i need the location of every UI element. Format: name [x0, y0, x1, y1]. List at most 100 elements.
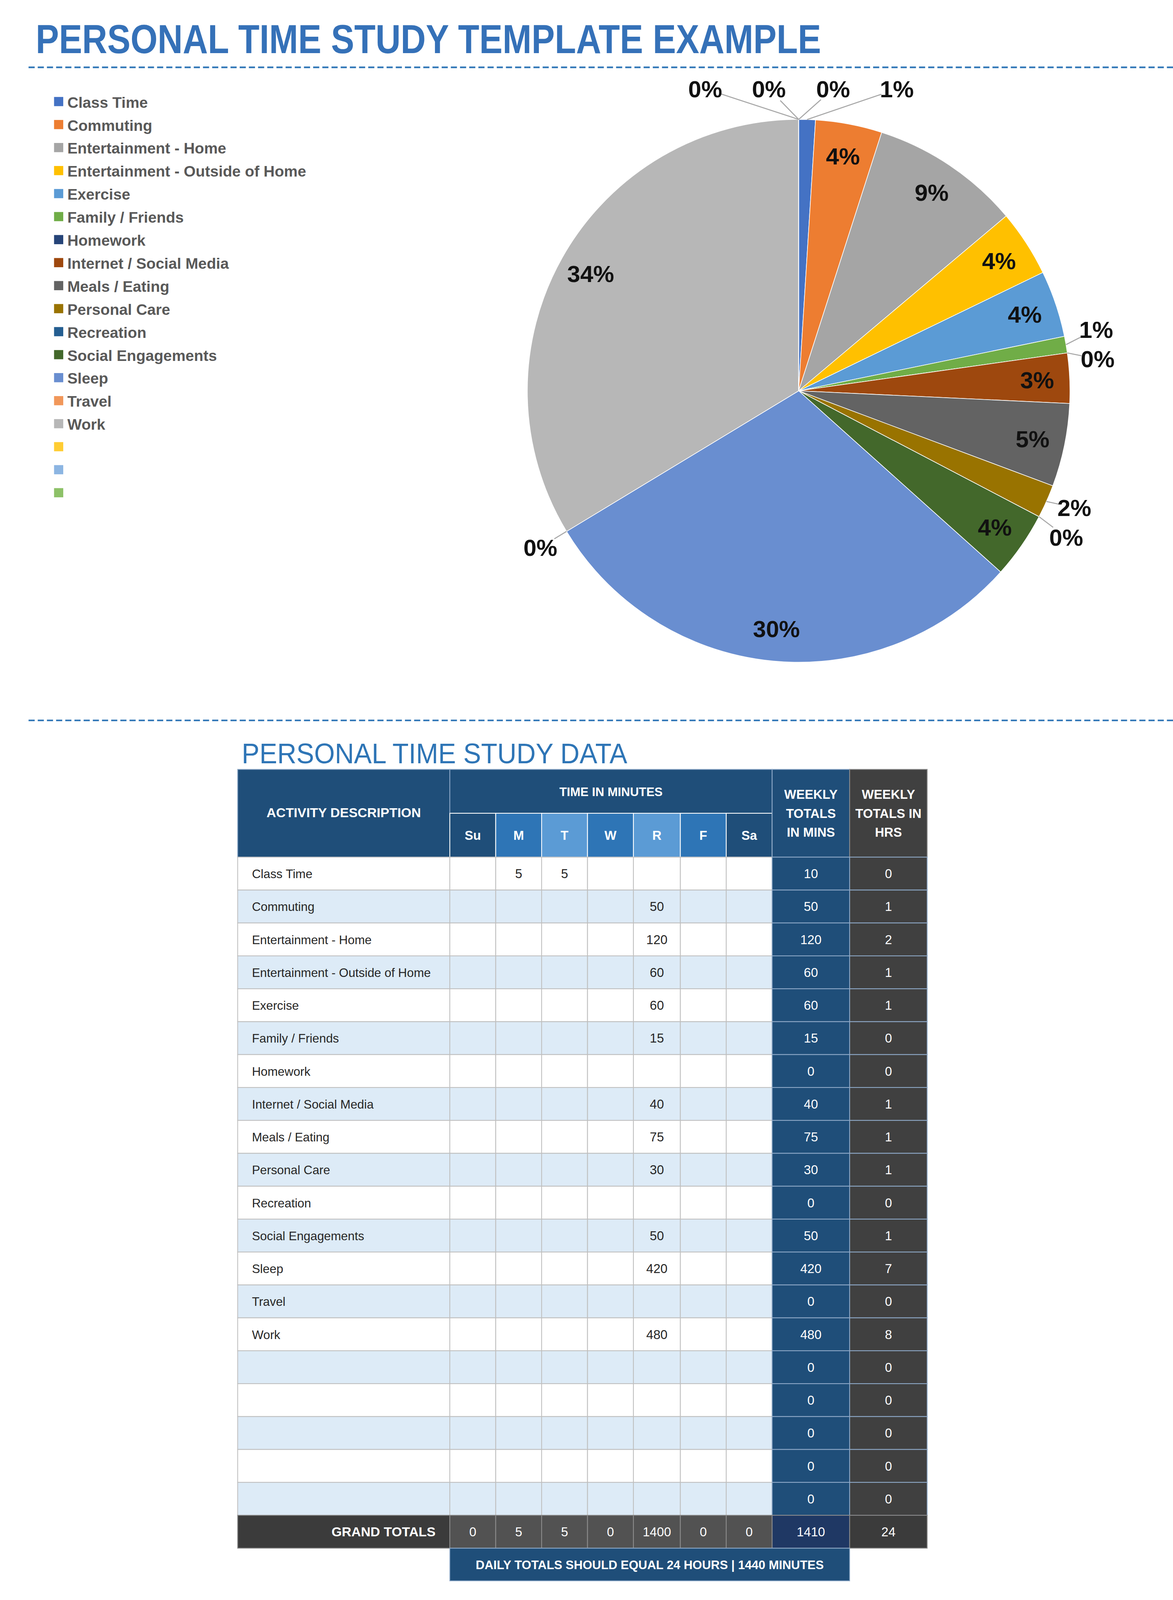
cell [849, 856, 928, 890]
header-cell [771, 769, 850, 858]
legend-swatch [53, 212, 64, 222]
cell [680, 1449, 727, 1482]
pie: 4%9%4%4%3%5%4%30%34%1%1%0%2%0%0%0%0%0% [523, 76, 1115, 662]
cell-text: 30 [803, 1162, 819, 1177]
total-cell [237, 1514, 450, 1548]
cell [771, 1021, 850, 1054]
cell [541, 1087, 588, 1120]
cell [726, 1350, 773, 1384]
cell [237, 922, 450, 956]
cell [849, 889, 928, 923]
total-cell [849, 1514, 928, 1548]
cell [771, 1284, 850, 1318]
cell-text: Work [251, 1327, 281, 1342]
cell-text: 50 [649, 1228, 664, 1243]
leader-line [798, 99, 821, 120]
cell-text: 480 [646, 1326, 668, 1342]
header-text: WEEKLY [784, 786, 838, 802]
cell [237, 955, 450, 989]
leader-line [780, 100, 799, 120]
legend-swatch [53, 235, 64, 245]
cell-text: 40 [649, 1096, 664, 1111]
cell-text: Personal Care [251, 1162, 330, 1177]
cell [237, 1152, 450, 1186]
cell [495, 1087, 542, 1120]
total-text: 1400 [642, 1524, 672, 1539]
cell [541, 1152, 588, 1186]
legend-label: Personal Care [67, 301, 170, 318]
cell [237, 1383, 450, 1416]
cell [541, 1317, 588, 1351]
cell [237, 1087, 450, 1120]
data-label: 34% [567, 260, 615, 288]
cell [849, 988, 928, 1022]
total-text: 1410 [796, 1524, 826, 1539]
cell [849, 1481, 928, 1515]
cell [237, 1481, 450, 1515]
cell-text: 0 [884, 1359, 892, 1375]
total-text: 24 [881, 1524, 896, 1539]
cell [449, 889, 496, 923]
cell-text: 10 [803, 866, 819, 881]
cell-text: 1 [884, 1129, 892, 1144]
cell [541, 1218, 588, 1252]
total-text: 5 [515, 1524, 523, 1539]
cell [541, 1415, 588, 1449]
total-text: 0 [469, 1524, 477, 1539]
cell-text: 0 [807, 1392, 815, 1407]
legend-label: Social Engagements [67, 347, 217, 364]
cell [449, 856, 496, 890]
cell-text: Travel [251, 1294, 286, 1309]
cell-text: 120 [800, 932, 822, 947]
legend-swatch [53, 303, 64, 314]
header-cell [495, 812, 542, 857]
note-text: DAILY TOTALS SHOULD EQUAL 24 HOURS | 144… [475, 1557, 824, 1572]
legend-label: Work [67, 415, 106, 433]
cell [237, 988, 450, 1022]
legend-label: Recreation [67, 324, 147, 341]
cell-text: 0 [884, 1458, 892, 1473]
cell [237, 1415, 450, 1449]
cell [495, 1284, 542, 1318]
cell [541, 1284, 588, 1318]
legend: Class TimeCommutingEntertainment - HomeE… [53, 94, 307, 498]
cell [587, 1383, 634, 1416]
cell [771, 1054, 850, 1088]
cell [771, 955, 850, 989]
data-label: 0% [523, 534, 558, 561]
cell [495, 922, 542, 956]
header-text: W [604, 827, 617, 843]
header-text: R [652, 827, 662, 843]
cell [849, 1185, 928, 1219]
cell-text: Exercise [251, 998, 299, 1013]
cell [771, 1481, 850, 1515]
data-label: 9% [914, 179, 949, 206]
legend-swatch [53, 96, 64, 107]
legend-label: Entertainment - Home [67, 139, 227, 157]
data-label: 0% [1080, 345, 1115, 373]
cell [237, 1119, 450, 1153]
cell [541, 1449, 588, 1482]
cell [495, 889, 542, 923]
cell [495, 1317, 542, 1351]
cell [587, 1185, 634, 1219]
cell-text: 15 [803, 1030, 819, 1045]
cell [587, 1218, 634, 1252]
cell [449, 1185, 496, 1219]
cell [541, 988, 588, 1022]
cell [680, 1415, 727, 1449]
cell [726, 1087, 773, 1120]
note-cell [449, 1547, 850, 1581]
cell [449, 1415, 496, 1449]
cell-text: Recreation [251, 1196, 312, 1210]
cell [633, 922, 681, 956]
data-label: 5% [1015, 426, 1050, 453]
cell [541, 1350, 588, 1384]
cell-text: 0 [884, 1195, 892, 1210]
data-label: 4% [982, 247, 1017, 275]
cell [633, 1251, 681, 1285]
header-text: ACTIVITY DESCRIPTION [266, 804, 421, 820]
cell [680, 1350, 727, 1384]
cell [633, 1350, 681, 1384]
cell [541, 922, 588, 956]
